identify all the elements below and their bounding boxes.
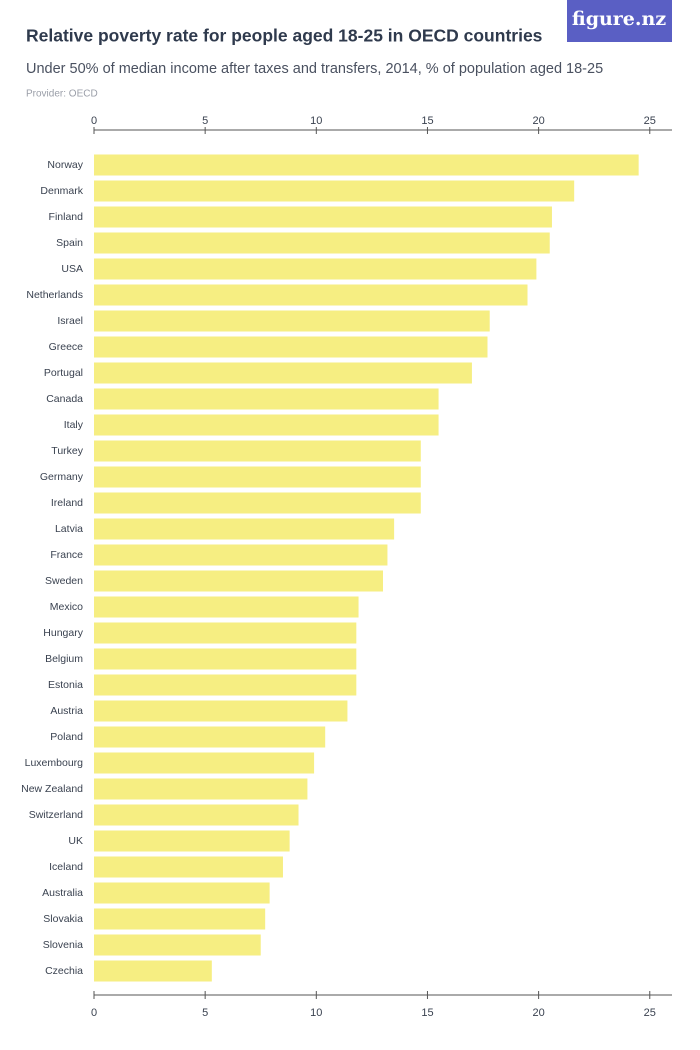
bar xyxy=(94,674,357,696)
y-tick-label: Iceland xyxy=(49,861,83,873)
bar xyxy=(94,492,421,514)
bar xyxy=(94,830,290,852)
y-tick-label: Hungary xyxy=(43,627,83,639)
y-tick-label: Spain xyxy=(56,237,83,249)
bar xyxy=(94,310,490,332)
y-tick-label: Portugal xyxy=(44,367,83,379)
y-tick-label: France xyxy=(50,549,83,561)
bar xyxy=(94,440,421,462)
bar xyxy=(94,934,261,956)
x-tick-label: 10 xyxy=(310,1007,322,1019)
y-tick-label: Finland xyxy=(49,211,84,223)
y-tick-label: Ireland xyxy=(51,497,83,509)
y-tick-label: Austria xyxy=(50,705,83,717)
y-tick-label: Switzerland xyxy=(29,809,83,821)
bar xyxy=(94,908,266,930)
bar xyxy=(94,466,421,488)
bar xyxy=(94,232,550,254)
bar xyxy=(94,180,575,202)
bar xyxy=(94,258,537,280)
x-tick-label: 15 xyxy=(421,115,433,127)
y-tick-label: Slovakia xyxy=(43,913,83,925)
bar xyxy=(94,622,357,644)
x-tick-label: 20 xyxy=(532,1007,544,1019)
y-tick-label: Sweden xyxy=(45,575,83,587)
y-tick-label: Mexico xyxy=(50,601,83,613)
bar xyxy=(94,544,388,566)
y-tick-label: Belgium xyxy=(45,653,83,665)
bar xyxy=(94,284,528,306)
y-tick-label: Germany xyxy=(40,471,84,483)
y-tick-label: Luxembourg xyxy=(25,757,84,769)
y-tick-label: Estonia xyxy=(48,679,83,691)
x-tick-label: 0 xyxy=(91,1007,97,1019)
y-tick-label: Canada xyxy=(46,393,83,405)
bar xyxy=(94,856,283,878)
x-tick-label: 0 xyxy=(91,115,97,127)
chart-subtitle: Under 50% of median income after taxes a… xyxy=(26,61,603,77)
y-tick-label: New Zealand xyxy=(21,783,83,795)
bar xyxy=(94,362,472,384)
x-tick-label: 15 xyxy=(421,1007,433,1019)
y-tick-label: Israel xyxy=(57,315,83,327)
bar xyxy=(94,570,383,592)
bar xyxy=(94,882,270,904)
bar xyxy=(94,154,639,176)
bar xyxy=(94,778,308,800)
logo-box xyxy=(567,0,672,42)
bar xyxy=(94,518,395,540)
y-tick-label: Denmark xyxy=(40,185,83,197)
chart-title: Relative poverty rate for people aged 18… xyxy=(26,26,543,46)
bar xyxy=(94,804,299,826)
y-tick-label: Norway xyxy=(47,159,83,171)
y-tick-label: Slovenia xyxy=(43,939,83,951)
y-tick-label: Netherlands xyxy=(26,289,83,301)
bar xyxy=(94,336,488,358)
bar xyxy=(94,596,359,618)
provider: Provider: OECD xyxy=(26,89,98,100)
x-tick-label: 5 xyxy=(202,1007,208,1019)
y-tick-label: Australia xyxy=(42,887,83,899)
y-tick-label: Italy xyxy=(64,419,84,431)
x-tick-label: 10 xyxy=(310,115,322,127)
y-tick-label: Latvia xyxy=(55,523,83,535)
bar xyxy=(94,752,315,774)
bar xyxy=(94,648,357,670)
bar xyxy=(94,726,326,748)
x-tick-label: 25 xyxy=(644,1007,656,1019)
y-tick-label: Czechia xyxy=(45,965,83,977)
y-tick-label: UK xyxy=(68,835,83,847)
x-tick-label: 20 xyxy=(532,115,544,127)
y-tick-label: USA xyxy=(61,263,83,275)
x-tick-label: 25 xyxy=(644,115,656,127)
y-tick-label: Greece xyxy=(49,341,84,353)
bar xyxy=(94,700,348,722)
bar xyxy=(94,414,439,436)
bar xyxy=(94,388,439,410)
bar xyxy=(94,206,552,228)
bar xyxy=(94,960,212,982)
x-tick-label: 5 xyxy=(202,115,208,127)
logo: figure.nz xyxy=(572,8,666,30)
y-tick-label: Poland xyxy=(50,731,83,743)
y-tick-label: Turkey xyxy=(51,445,83,457)
